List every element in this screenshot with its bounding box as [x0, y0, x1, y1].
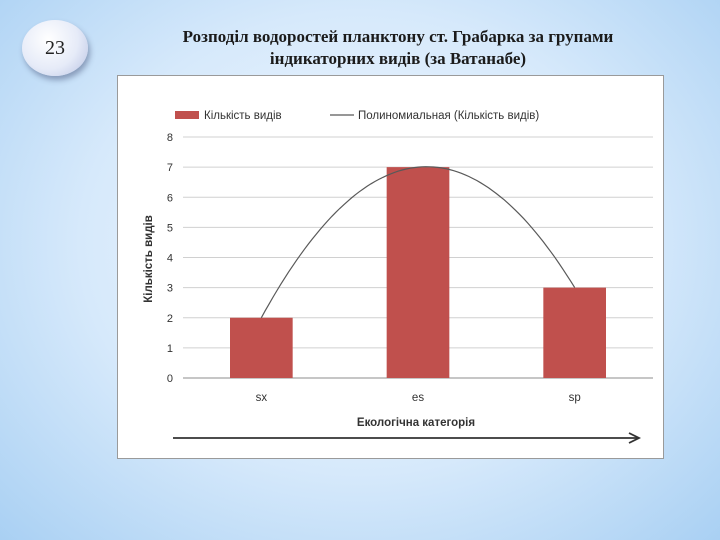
y-tick-label: 3	[167, 283, 173, 295]
axes: 0 1 2 3 4 5 6 7 8 sx es sp	[167, 132, 581, 404]
chart-frame: 0 1 2 3 4 5 6 7 8 sx es sp Кількість видів Полиноми…	[117, 75, 664, 459]
y-tick-label: 6	[167, 192, 173, 204]
x-tick-label: sp	[569, 392, 581, 404]
bar-chart: 0 1 2 3 4 5 6 7 8 sx es sp Кількість видів Полиноми…	[143, 110, 653, 444]
x-tick-label: sx	[256, 392, 268, 404]
slide-number-badge: 23	[22, 20, 88, 76]
legend-label-trendline: Полиномиальная (Кількість видів)	[358, 110, 539, 122]
bar-sx	[230, 317, 293, 378]
y-axis-label: Кількість видів	[143, 215, 155, 303]
y-tick-label: 2	[167, 313, 173, 325]
x-tick-label: es	[412, 392, 424, 404]
slide-title: Розподіл водоростей планктону ст. Грабар…	[118, 26, 678, 70]
legend-swatch-bar	[175, 111, 199, 119]
trendline-curve	[260, 166, 576, 319]
bar-es	[386, 167, 450, 378]
bars	[230, 167, 606, 378]
y-tick-label: 1	[167, 343, 173, 355]
direction-arrow	[173, 432, 642, 444]
y-tick-label: 8	[167, 132, 173, 144]
trendline	[260, 166, 576, 319]
legend: Кількість видів Полиномиальная (Кількіст…	[175, 110, 539, 122]
y-tick-label: 7	[167, 162, 173, 174]
slide-number: 23	[45, 36, 65, 59]
y-tick-label: 4	[167, 253, 173, 265]
y-tick-label: 0	[167, 373, 173, 385]
y-tick-label: 5	[167, 222, 173, 234]
slide-title-line-1: Розподіл водоростей планктону ст. Грабар…	[182, 27, 614, 46]
x-axis-label: Екологічна категорія	[357, 417, 475, 429]
slide-title-line-2: індикаторних видів (за Ватанабе)	[269, 49, 527, 68]
bar-sp	[543, 287, 606, 378]
legend-label-bars: Кількість видів	[204, 110, 282, 122]
